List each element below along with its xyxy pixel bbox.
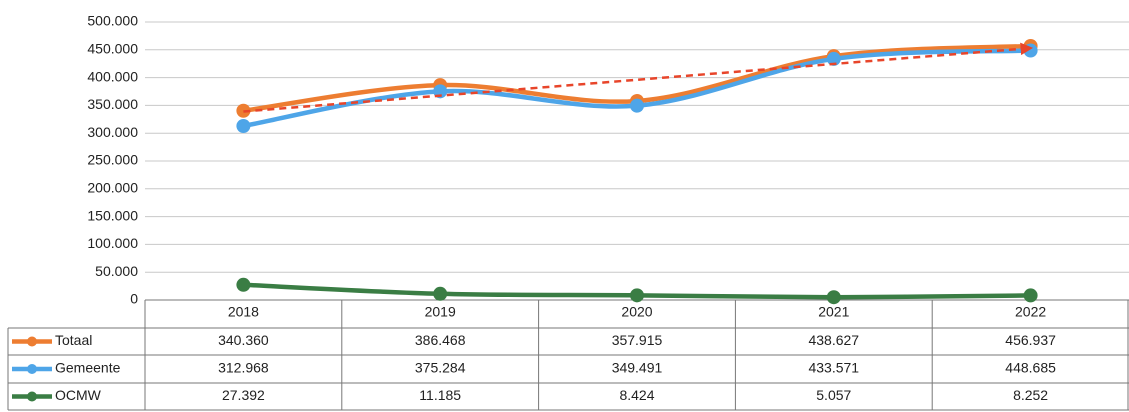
y-tick-label: 150.000 [87,207,138,223]
legend-label: Gemeente [55,360,121,376]
data-point [1023,288,1038,303]
legend-label: OCMW [55,387,102,403]
data-point [236,118,251,133]
table-value: 456.937 [1005,332,1056,348]
table-value: 433.571 [808,360,859,376]
table-value: 8.424 [619,387,654,403]
data-point [630,98,644,113]
table-value: 11.185 [419,387,461,403]
y-tick-label: 300.000 [87,124,138,140]
data-point [1023,43,1038,58]
y-tick-label: 400.000 [87,68,138,84]
x-tick-label: 2022 [1015,304,1046,320]
data-point [630,288,644,303]
data-point [433,286,448,301]
y-tick-label: 50.000 [95,263,138,279]
table-value: 5.057 [816,387,851,403]
x-tick-label: 2019 [425,304,456,320]
table-value: 448.685 [1005,360,1056,376]
table-value: 375.284 [415,360,466,376]
y-tick-label: 350.000 [87,96,138,112]
data-point [826,290,841,305]
y-tick-label: 100.000 [87,235,138,251]
y-tick-label: 500.000 [87,13,138,29]
legend-marker [27,364,37,374]
legend-marker [27,391,37,402]
legend-label: Totaal [55,332,92,348]
table-value: 357.915 [612,332,663,348]
y-tick-label: 200.000 [87,180,138,196]
x-tick-label: 2020 [621,304,652,320]
table-value: 8.252 [1013,387,1048,403]
x-tick-label: 2021 [818,304,849,320]
series-line [241,48,1033,129]
table-value: 27.392 [222,387,265,403]
data-point [236,277,251,292]
data-point [826,51,841,66]
table-value: 349.491 [612,360,663,376]
legend-marker [27,336,37,347]
y-tick-label: 250.000 [87,152,138,168]
table-value: 312.968 [218,360,269,376]
y-tick-label: 450.000 [87,41,138,57]
table-value: 340.360 [218,332,269,348]
table-value: 386.468 [415,332,466,348]
table-value: 438.627 [808,332,859,348]
x-tick-label: 2018 [228,304,259,320]
y-tick-label: 0 [130,291,138,307]
